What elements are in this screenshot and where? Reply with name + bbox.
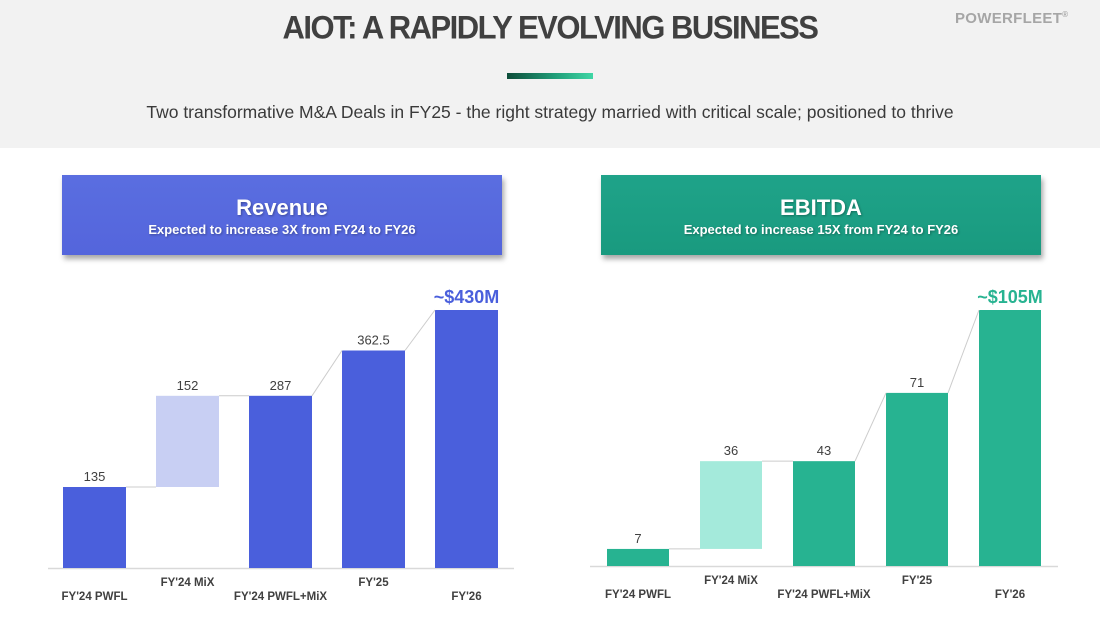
revenue-connector-3 [404, 309, 436, 351]
ebitda-data-label-3: 71 [910, 375, 924, 390]
revenue-category-label-1: FY'24 MiX [161, 577, 215, 589]
ebitda-data-label-4: ~$105M [977, 287, 1043, 307]
ebitda-card: EBITDA Expected to increase 15X from FY2… [601, 175, 1041, 255]
ebitda-bar-4 [979, 310, 1041, 566]
revenue-bar-3 [342, 350, 405, 568]
revenue-data-label-0: 135 [84, 469, 106, 484]
ebitda-bar-2 [793, 461, 855, 566]
revenue-category-label-2: FY'24 PWFL+MiX [234, 591, 327, 603]
revenue-card-title: Revenue [236, 195, 328, 220]
revenue-connector-2 [311, 350, 343, 397]
ebitda-category-label-4: FY'26 [995, 589, 1025, 601]
revenue-card: Revenue Expected to increase 3X from FY2… [62, 175, 502, 255]
powerfleet-logo: POWERFLEET® [955, 10, 1068, 27]
ebitda-data-label-1: 36 [724, 443, 738, 458]
ebitda-bar-1 [700, 461, 762, 549]
accent-divider [507, 73, 593, 79]
revenue-category-label-3: FY'25 [358, 577, 389, 589]
revenue-bar-2 [249, 395, 312, 568]
revenue-bar-1 [156, 395, 219, 487]
revenue-bar-0 [63, 487, 126, 568]
revenue-data-label-3: 362.5 [357, 333, 390, 348]
ebitda-connector-3 [947, 309, 980, 394]
ebitda-category-label-1: FY'24 MiX [704, 575, 758, 587]
page-subtitle: Two transformative M&A Deals in FY25 - t… [146, 102, 954, 122]
ebitda-data-label-2: 43 [817, 443, 831, 458]
logo-text: POWERFLEET [955, 10, 1063, 27]
header-band: AIOT: A RAPIDLY EVOLVING BUSINESS POWERF… [0, 0, 1100, 148]
revenue-category-label-4: FY'26 [451, 591, 481, 603]
ebitda-category-label-3: FY'25 [902, 575, 933, 587]
revenue-data-label-2: 287 [270, 378, 292, 393]
ebitda-category-label-0: FY'24 PWFL [605, 589, 671, 601]
ebitda-connector-2 [854, 392, 887, 462]
ebitda-card-title: EBITDA [780, 195, 862, 220]
revenue-data-label-4: ~$430M [434, 287, 500, 307]
page-title: AIOT: A RAPIDLY EVOLVING BUSINESS [282, 9, 819, 46]
ebitda-data-label-0: 7 [634, 531, 641, 546]
revenue-category-label-0: FY'24 PWFL [62, 591, 128, 603]
registered-mark-icon: ® [1062, 10, 1069, 19]
revenue-data-label-1: 152 [177, 378, 199, 393]
ebitda-card-subtitle: Expected to increase 15X from FY24 to FY… [683, 222, 959, 237]
revenue-card-subtitle: Expected to increase 3X from FY24 to FY2… [148, 222, 416, 237]
revenue-bar-4 [435, 310, 498, 568]
ebitda-bar-0 [607, 548, 669, 566]
ebitda-bar-3 [886, 392, 948, 566]
ebitda-category-label-2: FY'24 PWFL+MiX [777, 589, 870, 601]
